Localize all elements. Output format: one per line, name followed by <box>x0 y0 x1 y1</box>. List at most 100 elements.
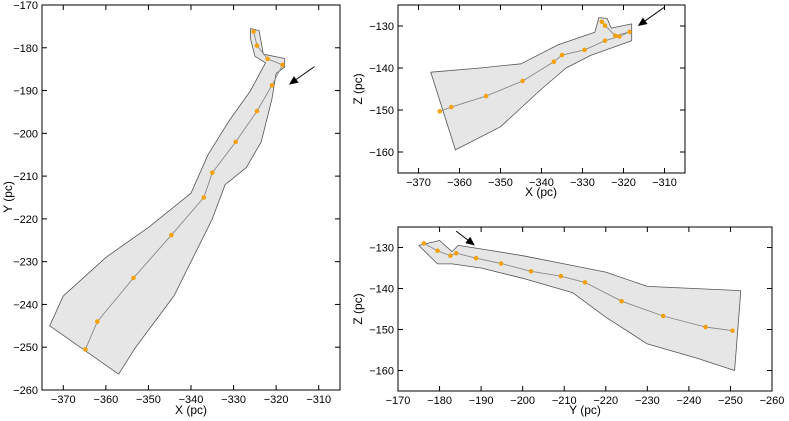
yz-arrow-head <box>465 236 475 246</box>
xy-data-point <box>131 275 136 281</box>
yz-x-tick-label: −170 <box>386 395 411 407</box>
xz-x-tick-label: −320 <box>611 177 636 189</box>
xz-x-tick-label: −360 <box>447 177 472 189</box>
panel-yz-plot: Y (pc) Z (pc) −170 −180 −190 −200 −210 −220 −2… <box>351 226 785 417</box>
xy-data-point <box>210 170 215 175</box>
xy-x-tick-label: −360 <box>93 394 118 406</box>
xz-x-tick-label: −370 <box>406 177 431 189</box>
yz-y-tick-label: −150 <box>369 325 394 337</box>
xz-data-point <box>551 59 557 64</box>
yz-arrow-shaft <box>455 230 469 241</box>
yz-axes-frame <box>397 226 773 392</box>
yz-x-tick-label: −250 <box>718 395 743 407</box>
yz-x-tick-label: −190 <box>469 395 494 407</box>
yz-y-axis-label: Z (pc) <box>351 293 365 324</box>
xy-y-tick-label: −170 <box>13 0 38 12</box>
yz-x-tick-label: −210 <box>552 395 577 407</box>
panel-xy-plot: X (pc) Y (pc) −370 −360 −350 −340 −330 −320 −3… <box>1 0 341 417</box>
yz-data-point <box>730 328 735 334</box>
xy-data-point <box>254 108 260 114</box>
xz-y-tick-label: −130 <box>369 21 394 33</box>
yz-data-point <box>582 280 588 285</box>
xy-y-tick-label: −250 <box>13 342 38 354</box>
xz-x-tick-label: −330 <box>570 177 595 189</box>
xz-x-tick-label: −340 <box>529 177 554 189</box>
xz-data-point <box>602 23 608 28</box>
yz-data-point <box>421 241 427 246</box>
xy-x-tick-label: −310 <box>306 394 331 406</box>
yz-data-point <box>558 273 564 279</box>
xz-data-point <box>582 47 587 53</box>
xz-data-point <box>483 93 489 99</box>
yz-data-point <box>703 324 708 330</box>
xy-y-tick-label: −180 <box>13 43 38 55</box>
xz-arrow-shaft <box>644 6 665 22</box>
xy-y-tick-label: −200 <box>13 128 38 140</box>
xz-data-point <box>602 38 608 43</box>
xz-data-point <box>437 109 443 114</box>
xy-y-tick-label: −260 <box>13 385 38 397</box>
yz-y-tick-label: −160 <box>369 366 394 378</box>
xz-arrow-head <box>637 17 648 26</box>
xy-data-point <box>251 29 256 34</box>
xz-data-point <box>599 19 605 25</box>
xy-x-tick-label: −370 <box>51 394 76 406</box>
yz-data-point <box>660 313 666 319</box>
xy-arrow-head <box>288 76 299 85</box>
xy-data-point <box>201 195 207 200</box>
xz-data-point <box>627 29 632 35</box>
xy-x-tick-label: −340 <box>179 394 204 406</box>
xy-data-point <box>233 139 238 145</box>
yz-data-point <box>435 248 440 254</box>
yz-x-tick-label: −200 <box>510 395 535 407</box>
yz-y-tick-label: −140 <box>369 284 394 296</box>
yz-x-tick-label: −230 <box>635 395 660 407</box>
xy-data-point <box>169 232 174 238</box>
xy-data-point <box>95 319 100 324</box>
xz-data-point <box>520 78 525 84</box>
xz-x-axis-label: X (pc) <box>525 185 557 199</box>
xz-data-point <box>617 34 622 39</box>
xz-x-tick-label: −350 <box>488 177 513 189</box>
xz-y-tick-label: −140 <box>369 63 394 75</box>
xz-data-point <box>613 33 618 38</box>
xy-data-point <box>269 83 275 88</box>
yz-y-tick-label: −130 <box>369 243 394 255</box>
yz-data-point <box>473 255 479 261</box>
xy-y-tick-label: −220 <box>13 214 38 226</box>
xz-y-tick-label: −160 <box>369 147 394 159</box>
xy-y-axis-label: Y (pc) <box>1 181 15 213</box>
xy-y-tick-label: −240 <box>13 299 38 311</box>
yz-data-point <box>528 269 534 274</box>
yz-uncertainty-band <box>418 240 742 371</box>
yz-x-tick-label: −220 <box>593 395 618 407</box>
yz-x-tick-label: −240 <box>676 395 701 407</box>
xz-data-point <box>559 52 565 58</box>
xz-x-tick-label: −310 <box>652 177 677 189</box>
yz-data-point <box>448 253 453 258</box>
xy-x-tick-label: −350 <box>136 394 161 406</box>
xy-data-point <box>83 347 88 352</box>
yz-x-axis-label: Y (pc) <box>569 403 601 417</box>
xz-data-point <box>449 104 454 110</box>
yz-x-tick-label: −180 <box>427 395 452 407</box>
xy-x-tick-label: −330 <box>221 394 246 406</box>
yz-x-tick-label: −260 <box>760 395 785 407</box>
xz-y-axis-label: Z (pc) <box>351 73 365 104</box>
yz-data-point <box>619 298 624 304</box>
xy-data-point <box>265 56 270 62</box>
xy-y-tick-label: −230 <box>13 257 38 269</box>
xy-data-point <box>280 62 285 68</box>
xy-x-axis-label: X (pc) <box>175 403 207 417</box>
xy-y-tick-label: −190 <box>13 86 38 98</box>
yz-data-point <box>498 261 504 266</box>
xy-uncertainty-band <box>49 28 286 375</box>
xy-data-point <box>254 43 260 48</box>
yz-data-point <box>453 250 459 256</box>
xy-x-tick-label: −320 <box>264 394 289 406</box>
xy-y-tick-label: −210 <box>13 171 38 183</box>
panel-xz-plot: X (pc) Z (pc) −370 −360 −350 −340 −330 −320 −3… <box>351 4 686 199</box>
xy-arrow-shaft <box>295 66 315 80</box>
xz-y-tick-label: −150 <box>369 105 394 117</box>
